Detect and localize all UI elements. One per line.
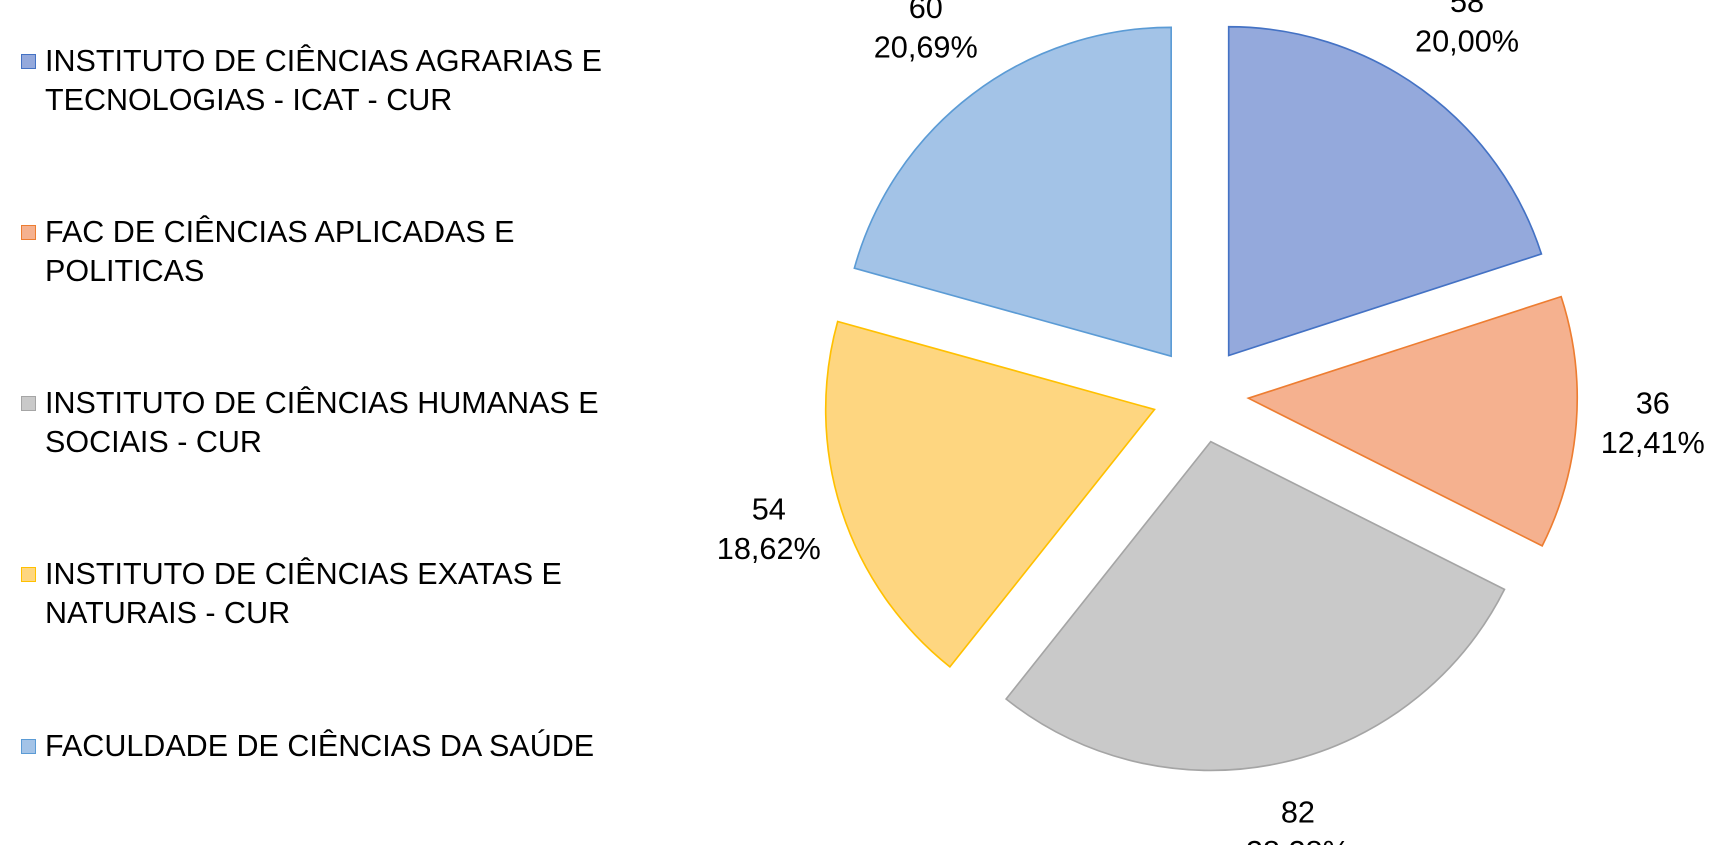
percent-label: 18,62% [717, 531, 821, 566]
legend-item: INSTITUTO DE CIÊNCIAS HUMANAS E SOCIAIS … [0, 384, 700, 462]
legend-label: FACULDADE DE CIÊNCIAS DA SAÚDE [45, 729, 595, 763]
legend-label: FAC DE CIÊNCIAS APLICADAS E POLITICAS [45, 215, 515, 288]
value-label: 54 [752, 491, 786, 526]
legend-swatch [21, 54, 36, 69]
legend-label: INSTITUTO DE CIÊNCIAS AGRARIAS E TECNOLO… [45, 44, 603, 117]
legend-item: INSTITUTO DE CIÊNCIAS EXATAS E NATURAIS … [0, 555, 700, 633]
value-label: 82 [1281, 794, 1315, 829]
percent-label: 20,00% [1415, 24, 1519, 59]
percent-label: 12,41% [1601, 425, 1705, 460]
legend-label: INSTITUTO DE CIÊNCIAS EXATAS E NATURAIS … [45, 557, 562, 630]
percent-label: 20,69% [874, 29, 978, 64]
legend-swatch [21, 396, 36, 411]
value-label: 36 [1636, 386, 1670, 421]
pie-slice [824, 320, 1156, 668]
legend-item: FAC DE CIÊNCIAS APLICADAS E POLITICAS [0, 213, 700, 291]
value-label: 58 [1450, 0, 1484, 19]
pie-slice [1227, 25, 1543, 357]
legend-swatch [21, 567, 36, 582]
value-label: 60 [909, 0, 943, 25]
legend-swatch [21, 739, 36, 754]
pie-slice [1246, 295, 1579, 547]
legend-swatch [21, 225, 36, 240]
pie-slice [1004, 440, 1506, 772]
legend-label: INSTITUTO DE CIÊNCIAS HUMANAS E SOCIAIS … [45, 386, 599, 459]
pie-slice [853, 26, 1172, 358]
legend-item: FACULDADE DE CIÊNCIAS DA SAÚDE [0, 727, 700, 766]
legend-item: INSTITUTO DE CIÊNCIAS AGRARIAS E TECNOLO… [0, 42, 700, 120]
percent-label: 28,28% [1246, 834, 1350, 845]
